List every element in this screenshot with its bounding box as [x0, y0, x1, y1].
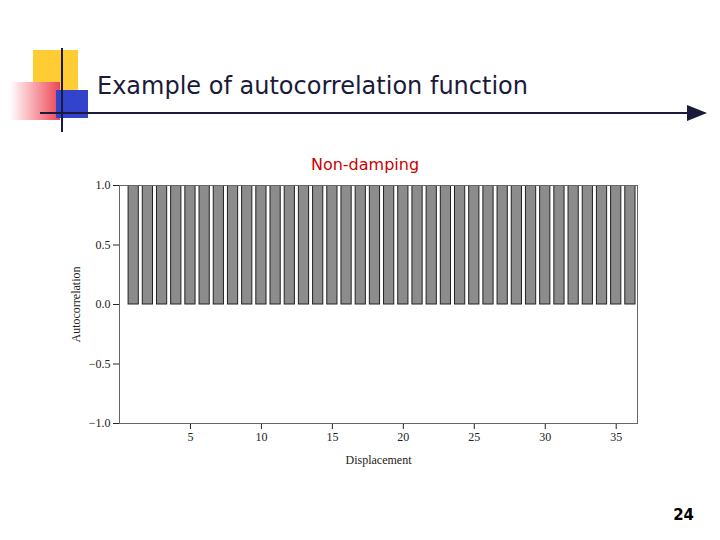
html-text:Non-damping: Non-damping	[310, 155, 420, 174]
html-text:Example of autocorrelation fun: Example of autocorrelation function	[97, 72, 528, 100]
svg-text:30: 30	[539, 430, 551, 444]
svg-text:0.5: 0.5	[96, 238, 111, 252]
svg-text:−0.5: −0.5	[89, 357, 111, 371]
svg-text:Autocorrelation: Autocorrelation	[69, 267, 83, 343]
svg-text:20: 20	[397, 430, 409, 444]
svg-text:5: 5	[187, 430, 193, 444]
svg-text:1.0: 1.0	[96, 178, 111, 192]
svg-text:15: 15	[326, 430, 338, 444]
svg-text:25: 25	[468, 430, 480, 444]
svg-text:10: 10	[255, 430, 267, 444]
svg-text:Displacement: Displacement	[346, 453, 413, 467]
html-text:24: 24	[673, 506, 694, 524]
svg-text:0.0: 0.0	[96, 297, 111, 311]
svg-text:35: 35	[610, 430, 622, 444]
svg-text:−1.0: −1.0	[89, 416, 111, 430]
